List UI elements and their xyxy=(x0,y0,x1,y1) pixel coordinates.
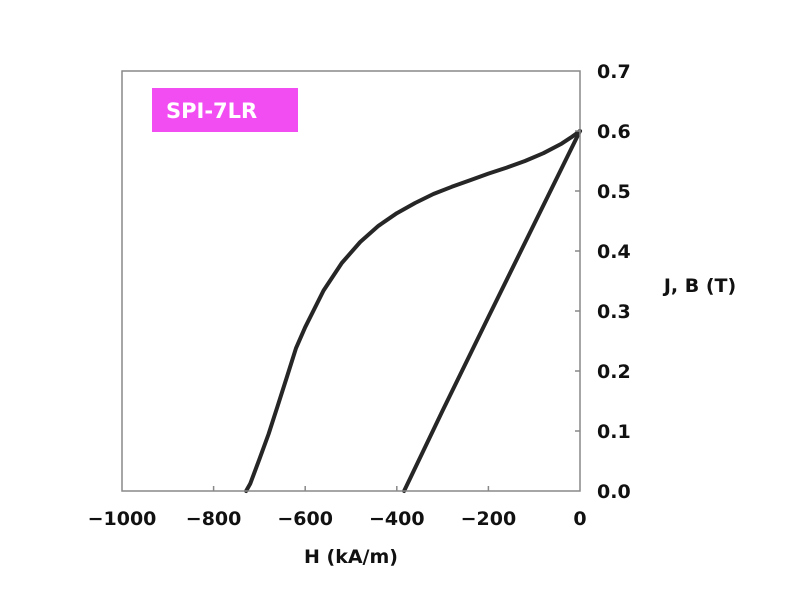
y-tick-label: 0.4 xyxy=(597,241,631,263)
x-axis-title: H (kA/m) xyxy=(304,546,398,568)
y-tick-label: 0.1 xyxy=(597,421,631,443)
series-line-B xyxy=(402,129,582,493)
y-axis-title: J, B (T) xyxy=(662,275,736,297)
curves-group xyxy=(244,129,582,493)
y-tick-label: 0.3 xyxy=(597,301,631,323)
x-tick-label: −200 xyxy=(461,508,517,530)
x-tick-label: −800 xyxy=(186,508,242,530)
y-tick-label: 0.0 xyxy=(597,481,631,503)
y-tick-label: 0.2 xyxy=(597,361,631,383)
grade-badge-background xyxy=(152,88,298,132)
y-tick-label: 0.7 xyxy=(597,61,631,83)
y-tick-label: 0.6 xyxy=(597,121,631,143)
plot-frame xyxy=(121,70,581,492)
x-axis-tick-labels: −1000 −800 −600 −400 −200 0 xyxy=(88,508,587,530)
y-axis-tick-labels: 0.0 0.1 0.2 0.3 0.4 0.5 0.6 0.7 xyxy=(597,61,631,503)
x-tick-label: 0 xyxy=(573,508,586,530)
x-axis-ticks xyxy=(212,486,490,491)
series-line-J xyxy=(244,129,582,493)
y-tick-label: 0.5 xyxy=(597,181,631,203)
x-tick-label: −600 xyxy=(277,508,333,530)
grade-badge-label: SPI-7LR xyxy=(166,99,257,123)
grade-badge: SPI-7LR xyxy=(152,88,298,132)
y-axis-ticks xyxy=(575,130,580,432)
x-tick-label: −1000 xyxy=(88,508,157,530)
x-tick-label: −400 xyxy=(369,508,425,530)
